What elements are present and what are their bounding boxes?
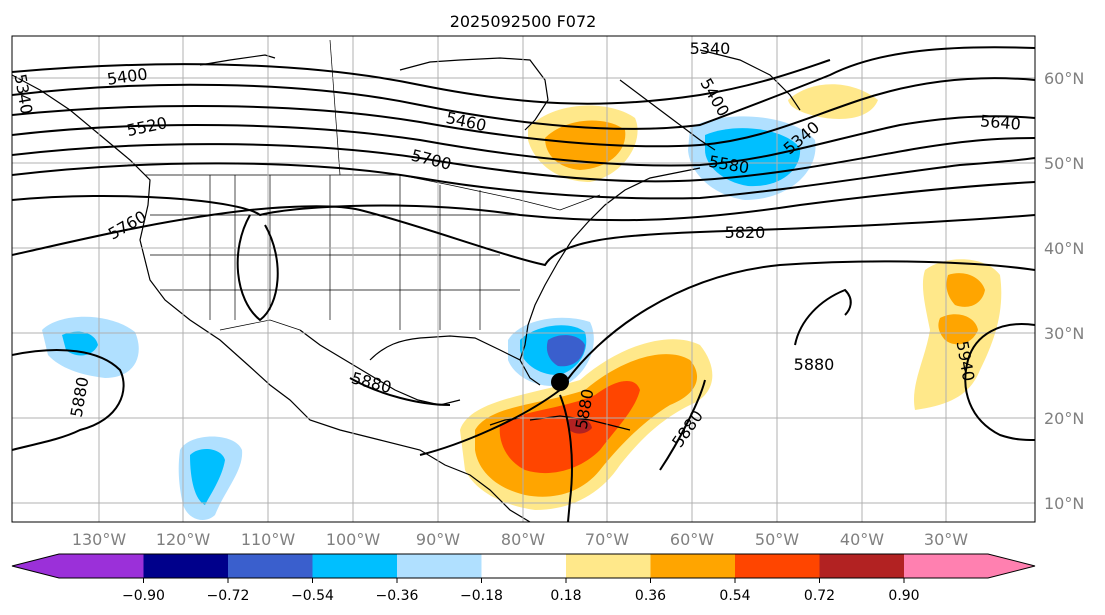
colorbar-tick-label: 0.54 [719, 588, 750, 604]
colorbar-tick-label: −0.54 [291, 588, 334, 604]
intense-negative-anomaly-florida [546, 335, 585, 367]
strong-positive-anomaly-east-atlantic-south [938, 314, 978, 345]
colorbar-tick-label: 0.18 [550, 588, 581, 604]
lat-label: 20°N [1044, 409, 1084, 428]
contour-line [349, 377, 451, 406]
contour-line [794, 288, 852, 346]
lon-label: 80°W [501, 530, 545, 549]
peak-positive-anomaly-caribbean [568, 417, 592, 434]
graticule [12, 36, 1035, 522]
colorbar-tick-label: −0.72 [207, 588, 250, 604]
lon-label: 40°W [840, 530, 884, 549]
latitude-labels: 60°N 50°N 40°N 30°N 20°N 10°N [1044, 69, 1084, 513]
colorbar-tick-label: 0.72 [804, 588, 835, 604]
lon-label: 110°W [241, 530, 296, 549]
lat-label: 60°N [1044, 69, 1084, 88]
strong-negative-anomaly-pacific [62, 331, 98, 356]
contour-line [12, 137, 1035, 183]
colorbar-max-extension [988, 554, 1035, 578]
contour-line [12, 181, 1035, 222]
lat-label: 30°N [1044, 324, 1084, 343]
map-panel: 5340 5340 5340 5400 5400 5460 5520 5580 … [12, 36, 1035, 522]
colorbar-segment [566, 554, 651, 578]
colorbar-segment [59, 554, 144, 578]
colorbar-segment [481, 554, 566, 578]
colorbar-tick-label: −0.18 [460, 588, 503, 604]
colorbar-segment [312, 554, 397, 578]
strong-negative-anomaly-east-pacific [190, 448, 225, 505]
contour-line [419, 260, 1035, 456]
lon-label: 70°W [585, 530, 629, 549]
colorbar-segment [819, 554, 904, 578]
contour-line [12, 157, 1035, 200]
positive-anomaly-greenland [788, 84, 878, 119]
lat-label: 10°N [1044, 494, 1084, 513]
lon-label: 120°W [156, 530, 211, 549]
contour-label: 5820 [725, 223, 766, 242]
storm-center-marker [551, 373, 569, 391]
colorbar-outline [11, 553, 1036, 579]
lat-label: 40°N [1044, 239, 1084, 258]
colorbar: −0.90 −0.72 −0.54 −0.36 −0.18 0.18 0.36 … [11, 553, 1036, 604]
lon-label: 50°W [755, 530, 799, 549]
contour-line [12, 349, 125, 451]
contour-label: 5640 [979, 111, 1021, 133]
contour-line [559, 394, 573, 522]
colorbar-segment [143, 554, 228, 578]
contour-label: 5340 [690, 39, 731, 58]
lon-label: 60°W [670, 530, 714, 549]
colorbar-min-extension [12, 554, 59, 578]
colorbar-segment [397, 554, 482, 578]
colorbar-segment [904, 554, 988, 578]
lon-label: 130°W [72, 530, 127, 549]
contour-line [964, 323, 1035, 441]
map-frame [11, 35, 1036, 523]
strong-positive-anomaly-east-atlantic [946, 273, 985, 307]
strong-positive-anomaly-quebec [545, 120, 626, 170]
contour-line [12, 59, 831, 105]
contour-line [659, 379, 706, 471]
lon-label: 90°W [416, 530, 460, 549]
height-contours [12, 46, 1035, 522]
colorbar-segment [650, 554, 735, 578]
anomaly-shading [42, 84, 1002, 520]
colorbar-ticks [143, 578, 905, 583]
lon-label: 30°W [924, 530, 968, 549]
contour-line [236, 214, 279, 322]
colorbar-tick-label: −0.36 [376, 588, 419, 604]
lon-label: 100°W [326, 530, 381, 549]
contour-line [12, 46, 1035, 130]
colorbar-segment [735, 554, 820, 578]
lat-label: 50°N [1044, 154, 1084, 173]
map-title: 2025092500 F072 [450, 12, 597, 31]
contour-line [12, 115, 1035, 167]
colorbar-segment [228, 554, 313, 578]
contour-line [12, 77, 1035, 148]
colorbar-tick-label: 0.90 [888, 588, 919, 604]
colorbar-tick-label: 0.36 [635, 588, 666, 604]
longitude-labels: 130°W 120°W 110°W 100°W 90°W 80°W 70°W 6… [72, 530, 968, 549]
contour-line [12, 205, 1035, 267]
contour-label: 5880 [794, 355, 835, 374]
colorbar-tick-label: −0.90 [122, 588, 165, 604]
